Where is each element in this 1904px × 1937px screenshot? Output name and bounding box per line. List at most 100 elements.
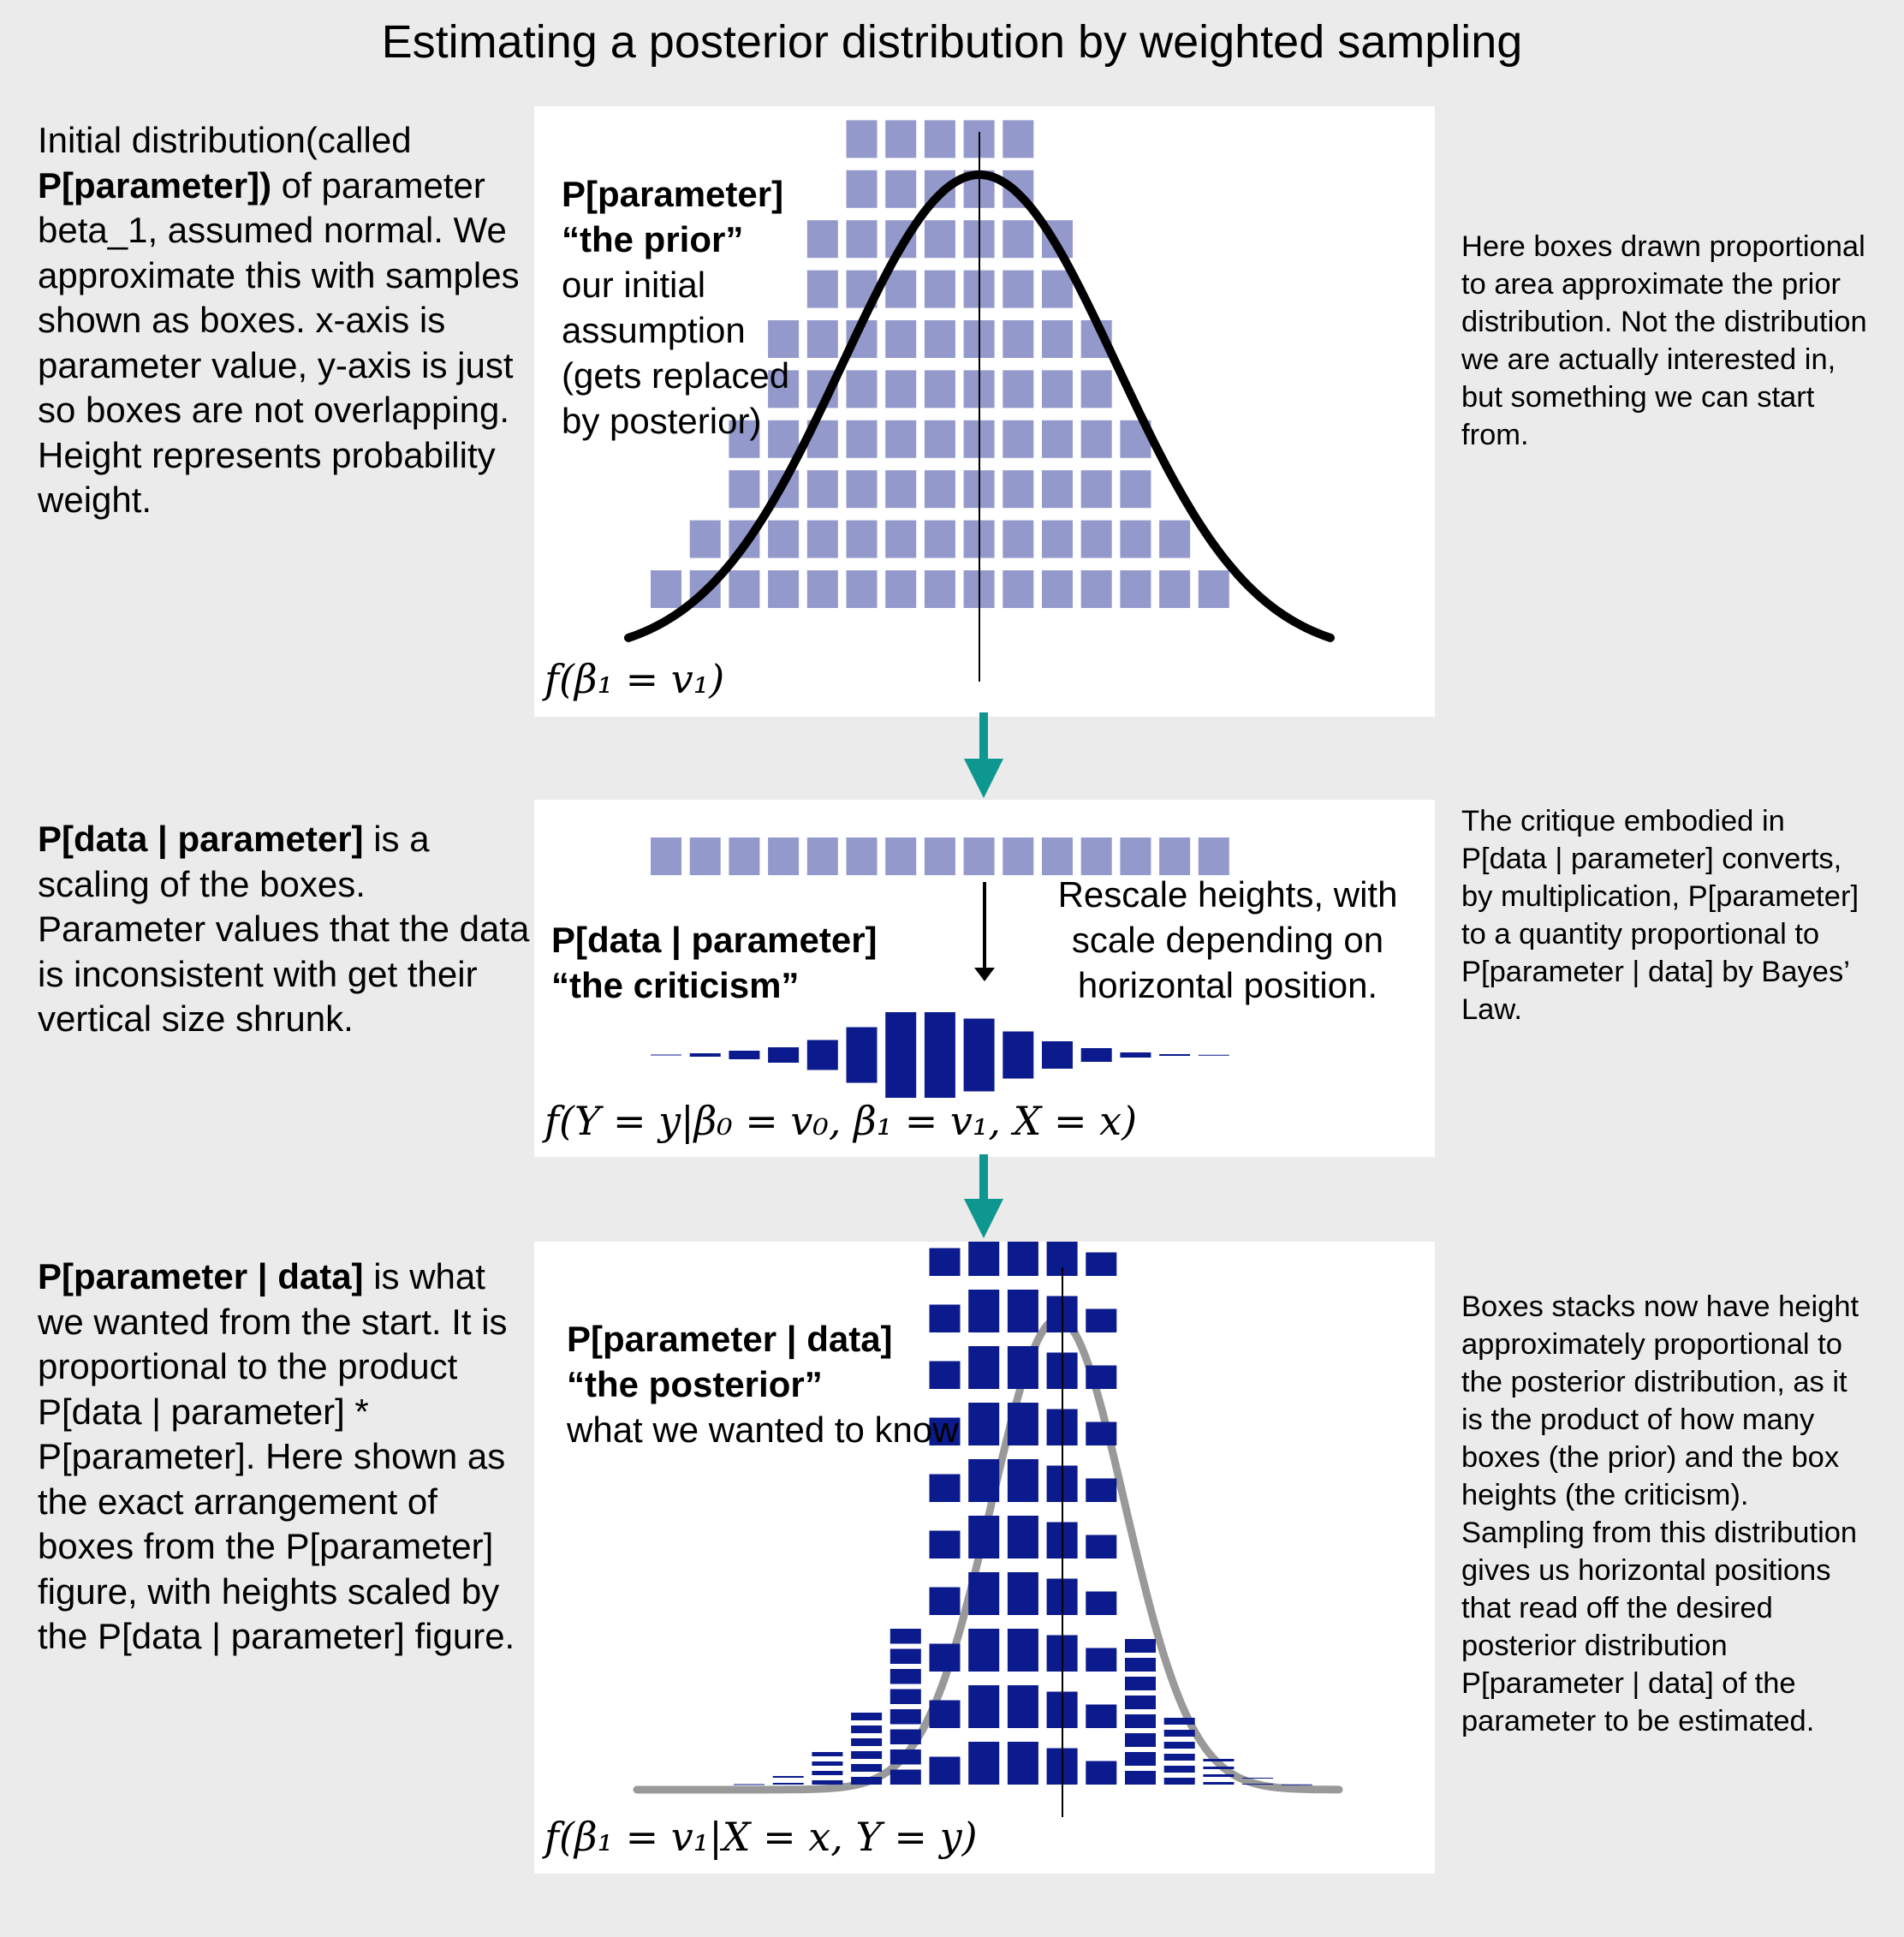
prior-box (885, 370, 917, 408)
prior-box (1042, 520, 1073, 558)
posterior-explanation: P[parameter | data] is what we wanted fr… (38, 1255, 534, 1660)
prior-box (1003, 220, 1034, 259)
likelihood-panel: P[data | parameter] “the criticism” Resc… (534, 800, 1435, 1157)
prior-box (806, 320, 838, 358)
posterior-panel: P[parameter | data] “the posterior” what… (534, 1242, 1435, 1874)
page-title: Estimating a posterior distribution by w… (381, 16, 1523, 68)
likelihood-unit-box (924, 837, 955, 875)
prior-box (1080, 570, 1112, 608)
prior-box (846, 420, 878, 458)
posterior-subheading: “the posterior” (567, 1364, 823, 1404)
prior-box (885, 420, 917, 458)
likelihood-scaled-box (924, 1012, 955, 1098)
posterior-box (1086, 1591, 1117, 1615)
prior-box (846, 520, 878, 558)
posterior-box (890, 1648, 921, 1664)
prior-box (1159, 520, 1191, 558)
posterior-box (851, 1713, 883, 1720)
posterior-box (929, 1248, 961, 1276)
prior-expl-bold: P[parameter]) (38, 164, 272, 206)
posterior-box (929, 1304, 961, 1332)
prior-box (1003, 420, 1034, 458)
posterior-description: what we wanted to know (567, 1410, 959, 1450)
prior-box (846, 120, 878, 158)
posterior-box (890, 1709, 921, 1725)
prior-box (806, 270, 838, 308)
posterior-box (1086, 1761, 1117, 1785)
prior-box (1003, 470, 1034, 509)
posterior-plot (633, 1242, 1343, 1817)
posterior-box (929, 1361, 961, 1389)
prior-density-curve (624, 170, 1335, 642)
likelihood-unit-box (768, 837, 800, 875)
posterior-box (812, 1771, 843, 1775)
prior-box (846, 170, 878, 208)
prior-box (846, 220, 878, 259)
likelihood-unit-box (963, 837, 995, 875)
posterior-formula: f(β₁ = v₁|X = x, Y = y) (544, 1814, 978, 1860)
posterior-box (1086, 1365, 1117, 1389)
posterior-box (968, 1242, 1000, 1276)
posterior-box (1086, 1252, 1117, 1276)
likelihood-unit-box (729, 837, 760, 875)
posterior-box (929, 1756, 961, 1785)
prior-box (1042, 270, 1073, 308)
posterior-box (929, 1700, 961, 1728)
posterior-box (929, 1643, 961, 1672)
posterior-box (890, 1729, 921, 1744)
prior-expl-start: Initial distribution(called (38, 120, 412, 160)
posterior-box (1125, 1752, 1156, 1766)
prior-box (924, 220, 955, 259)
likelihood-formula: f(Y = y|β₀ = v₀, β₁ = v₁, X = x) (544, 1098, 1138, 1144)
posterior-box (890, 1669, 921, 1684)
prior-box (924, 120, 955, 158)
posterior-box (929, 1587, 961, 1615)
likelihood-unit-boxes (651, 837, 1229, 875)
posterior-box (812, 1761, 843, 1766)
posterior-box (968, 1346, 1000, 1389)
prior-box (1080, 370, 1112, 408)
likelihood-explanation: P[data | parameter] is a scaling of the … (38, 817, 534, 1042)
prior-box (885, 120, 917, 158)
posterior-box (1007, 1459, 1038, 1502)
prior-box (1120, 520, 1151, 558)
prior-subheading: “the prior” (562, 219, 744, 259)
posterior-box (929, 1474, 961, 1502)
likelihood-expl-bold: P[data | parameter] (38, 819, 364, 859)
likelihood-expl-rest: is a scaling of the boxes. Parameter val… (38, 819, 530, 1039)
likelihood-plot (651, 837, 1229, 1098)
likelihood-unit-box (885, 837, 917, 875)
prior-box (729, 470, 760, 509)
posterior-box (851, 1738, 883, 1746)
posterior-box (812, 1780, 843, 1785)
prior-box (885, 570, 917, 608)
likelihood-note: The critique embodied in P[data | parame… (1461, 805, 1859, 1026)
prior-box (1042, 420, 1073, 458)
prior-box (651, 570, 681, 608)
posterior-box (1125, 1658, 1156, 1672)
posterior-box (890, 1689, 921, 1704)
posterior-box (1242, 1778, 1274, 1779)
prior-explanation: Initial distribution(called P[parameter])… (38, 118, 534, 523)
posterior-box (1125, 1771, 1156, 1785)
posterior-box (1242, 1784, 1274, 1785)
prior-box (1080, 420, 1112, 458)
prior-expl-rest: of parameter beta_1, assumed normal. We … (38, 164, 520, 521)
prior-box (806, 570, 838, 608)
posterior-box (1163, 1778, 1195, 1785)
prior-box (806, 220, 838, 259)
prior-box (1042, 370, 1073, 408)
likelihood-scaled-box (1198, 1054, 1229, 1056)
likelihood-unit-box (1080, 837, 1112, 875)
posterior-box (1007, 1346, 1038, 1389)
prior-panel: P[parameter] “the prior” our initial ass… (534, 106, 1435, 717)
prior-box (729, 420, 760, 458)
likelihood-scaled-box (885, 1012, 917, 1098)
prior-box (1003, 520, 1034, 558)
prior-boxes (651, 120, 1229, 608)
posterior-box (1203, 1759, 1235, 1761)
prior-box (768, 370, 800, 408)
posterior-box (1125, 1677, 1156, 1690)
posterior-box (1007, 1685, 1038, 1728)
prior-box (885, 320, 917, 358)
